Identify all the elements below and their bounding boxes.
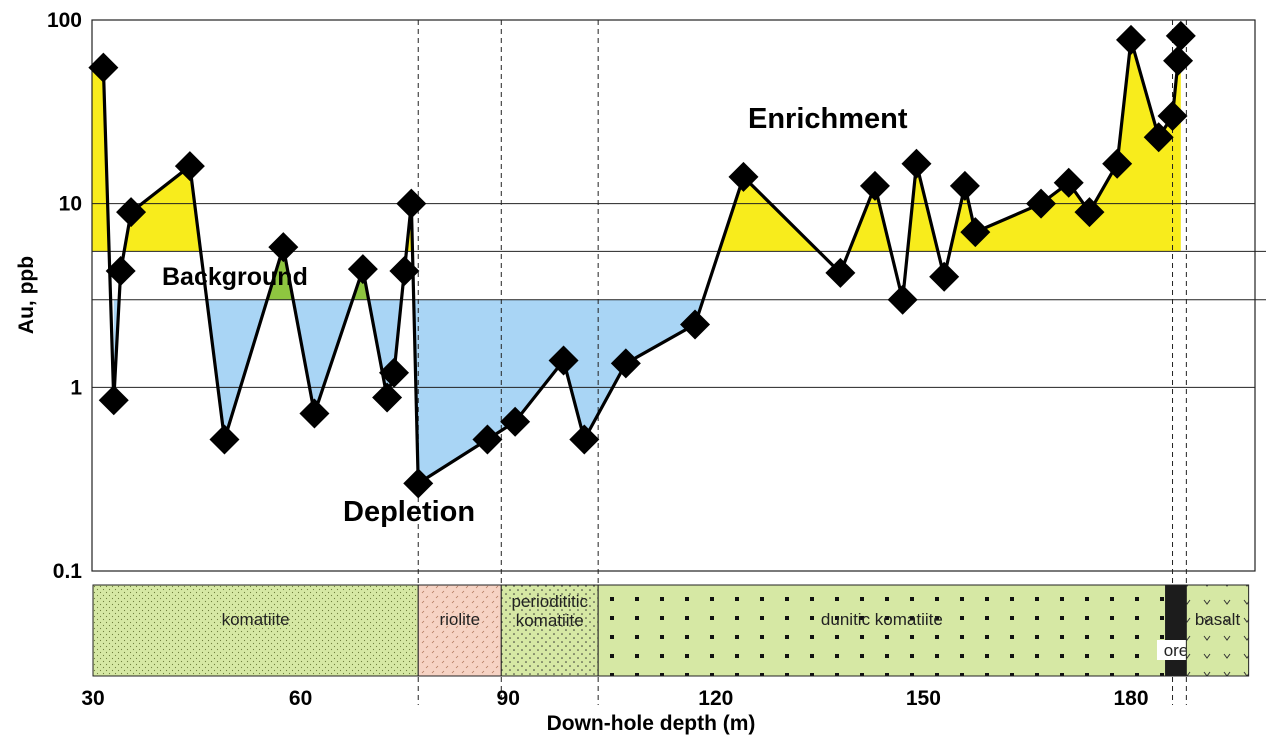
background-peak-fill — [259, 251, 377, 300]
au-point — [389, 255, 420, 286]
y-axis-title: Au, ppb — [15, 256, 38, 334]
au-point — [929, 261, 960, 292]
au-point — [472, 424, 503, 455]
au-point — [396, 188, 427, 219]
au-line — [101, 35, 1183, 487]
depletion-label: Depletion — [343, 496, 475, 528]
lithology-unit — [500, 584, 599, 677]
au-point — [1026, 188, 1057, 219]
au-point — [1163, 45, 1194, 76]
x-tick-label: 180 — [1113, 687, 1148, 710]
au-point — [500, 406, 531, 437]
au-point — [1157, 101, 1188, 132]
lithology-unit — [1185, 584, 1250, 677]
lithology-label: basalt — [1195, 610, 1241, 629]
au-point — [1165, 20, 1196, 51]
au-point — [174, 151, 205, 182]
au-series-line — [101, 35, 1183, 487]
au-point — [887, 284, 918, 315]
background-label: Background — [162, 263, 308, 291]
au-point — [728, 161, 759, 192]
deviation-fills — [92, 35, 1181, 484]
lithology-label: ore — [1164, 641, 1189, 660]
lithology-label: komatiite — [222, 610, 290, 629]
lithology-unit — [92, 584, 419, 677]
au-series-markers — [88, 20, 1196, 499]
enrichment-label: Enrichment — [748, 103, 908, 135]
enrichment-fill — [92, 35, 1181, 252]
lithology-unit — [1165, 584, 1187, 677]
au-point — [379, 357, 410, 388]
au-point — [1143, 122, 1174, 153]
au-point — [960, 217, 991, 248]
plot-frame — [91, 19, 1256, 572]
lithology-unit — [597, 584, 1167, 677]
lithology-unit — [417, 584, 502, 677]
lithology-label: dunitic komatiite — [821, 610, 943, 629]
au-point — [825, 257, 856, 288]
plot-border — [91, 19, 1256, 572]
au-point — [105, 255, 136, 286]
au-point — [949, 170, 980, 201]
x-tick-label: 60 — [289, 687, 312, 710]
x-tick-label: 30 — [81, 687, 104, 710]
au-point — [610, 348, 641, 379]
au-point — [116, 197, 147, 228]
au-point — [1074, 197, 1105, 228]
au-point — [569, 424, 600, 455]
y-tick-label: 0.1 — [53, 560, 83, 583]
au-point — [88, 52, 119, 83]
au-point — [859, 170, 890, 201]
lithology-log: komatiite riolite periodititic komatiite dun… — [92, 584, 1250, 677]
y-tick-label: 100 — [47, 9, 82, 32]
au-point — [548, 345, 579, 376]
x-tick-label: 120 — [698, 687, 733, 710]
au-point — [372, 382, 403, 413]
au-point — [347, 254, 378, 285]
au-point — [98, 385, 129, 416]
y-tick-label: 1 — [70, 376, 82, 399]
axis-ticks: 100 10 1 0.1 30 60 90 120 150 180 — [47, 9, 1149, 710]
au-point — [268, 232, 299, 263]
au-point — [901, 148, 932, 179]
au-point — [1053, 167, 1084, 198]
au-point — [1102, 148, 1133, 179]
x-tick-label: 90 — [497, 687, 520, 710]
x-axis-title: Down-hole depth (m) — [547, 712, 756, 735]
lithology-label: periodititic komatiite — [511, 592, 588, 630]
x-tick-label: 150 — [906, 687, 941, 710]
au-point — [209, 424, 240, 455]
au-point — [680, 309, 711, 340]
au-point — [403, 468, 434, 499]
y-tick-label: 10 — [59, 193, 82, 216]
depletion-fill — [113, 299, 702, 484]
au-point — [299, 398, 330, 429]
lithology-label: riolite — [439, 610, 480, 629]
au-point — [1116, 24, 1146, 55]
ore-label-bg — [1156, 640, 1195, 660]
